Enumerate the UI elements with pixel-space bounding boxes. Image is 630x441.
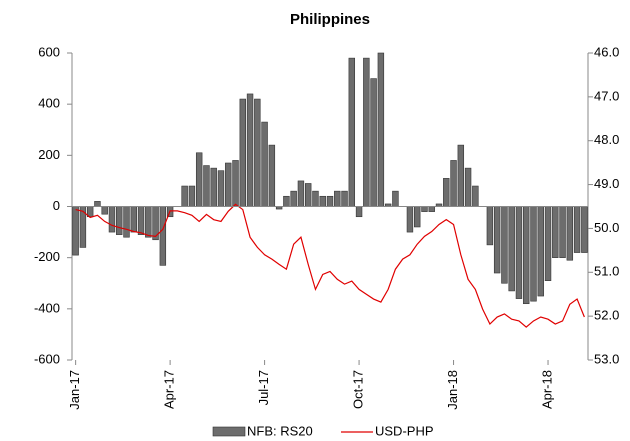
bar <box>377 52 385 207</box>
bar <box>72 206 79 256</box>
y2-tick-label: 53.0 <box>594 351 619 366</box>
legend-swatch <box>212 426 246 437</box>
bar <box>181 185 188 207</box>
y-tick-label: -200 <box>34 249 60 264</box>
bar <box>268 144 276 207</box>
bar <box>232 160 239 207</box>
bar <box>493 206 501 274</box>
bar <box>290 190 297 207</box>
bar <box>472 185 479 207</box>
bar <box>159 206 167 266</box>
bar <box>334 190 341 207</box>
bar <box>195 152 203 207</box>
bar <box>225 162 232 207</box>
bar <box>246 93 254 207</box>
bar <box>530 206 537 302</box>
bar <box>363 57 370 207</box>
bar <box>319 195 326 207</box>
y-tick-label: 600 <box>38 44 60 59</box>
y2-tick-label: 48.0 <box>594 132 619 147</box>
bar <box>457 144 465 207</box>
bar <box>239 98 246 207</box>
y2-tick-label: 52.0 <box>594 308 619 323</box>
bar <box>552 206 559 258</box>
bar <box>355 206 363 218</box>
bar <box>312 190 319 207</box>
bar <box>414 206 421 228</box>
bar <box>116 206 123 235</box>
bar <box>392 190 399 207</box>
bar <box>188 185 196 207</box>
bar <box>203 165 210 207</box>
bar <box>450 160 457 207</box>
x-tick-label: Apr-18 <box>539 370 554 409</box>
bar <box>123 206 130 238</box>
bar <box>210 167 217 207</box>
bar <box>101 206 108 215</box>
bar <box>573 206 581 253</box>
bar <box>508 206 515 292</box>
bar <box>421 206 428 212</box>
x-tick-label: Apr-17 <box>162 370 177 409</box>
y2-tick-label: 46.0 <box>594 44 619 59</box>
bar <box>108 206 116 233</box>
bar <box>254 98 261 207</box>
bar <box>515 206 523 299</box>
bar <box>428 206 435 212</box>
bar <box>501 206 508 284</box>
y2-tick-label: 49.0 <box>594 176 619 191</box>
bar <box>443 178 450 207</box>
y2-tick-label: 51.0 <box>594 264 619 279</box>
legend-label: NFB: RS20 <box>247 423 313 438</box>
bar <box>370 78 377 207</box>
bar <box>406 206 414 233</box>
bar <box>566 206 574 261</box>
bar <box>523 206 530 305</box>
bar <box>486 206 494 246</box>
bar <box>341 190 348 207</box>
y-tick-label: 0 <box>53 198 60 213</box>
bar <box>581 206 588 253</box>
x-tick-label: Jul-17 <box>256 370 271 405</box>
bar <box>217 170 225 207</box>
bar <box>283 195 290 207</box>
y2-tick-label: 47.0 <box>594 88 619 103</box>
bar <box>537 206 544 297</box>
bar <box>544 206 552 281</box>
bar <box>94 201 101 207</box>
bar <box>137 206 145 235</box>
bar <box>348 57 356 207</box>
x-tick-label: Jan-18 <box>445 370 460 410</box>
bar <box>145 206 152 238</box>
bar <box>326 195 334 207</box>
y-tick-label: -400 <box>34 300 60 315</box>
bar <box>559 206 566 258</box>
line <box>75 203 585 328</box>
y-tick-label: 200 <box>38 147 60 162</box>
bar <box>297 180 305 207</box>
bar <box>464 167 472 207</box>
y2-tick-label: 50.0 <box>594 220 619 235</box>
bar <box>261 121 268 207</box>
x-tick-label: Jan-17 <box>67 370 82 410</box>
legend-label: USD-PHP <box>375 423 434 438</box>
chart-title: Philippines <box>290 11 370 28</box>
x-tick-label: Oct-17 <box>351 370 366 409</box>
bar <box>130 206 137 233</box>
bar <box>304 183 312 207</box>
y-tick-label: -600 <box>34 351 60 366</box>
y-tick-label: 400 <box>38 96 60 111</box>
